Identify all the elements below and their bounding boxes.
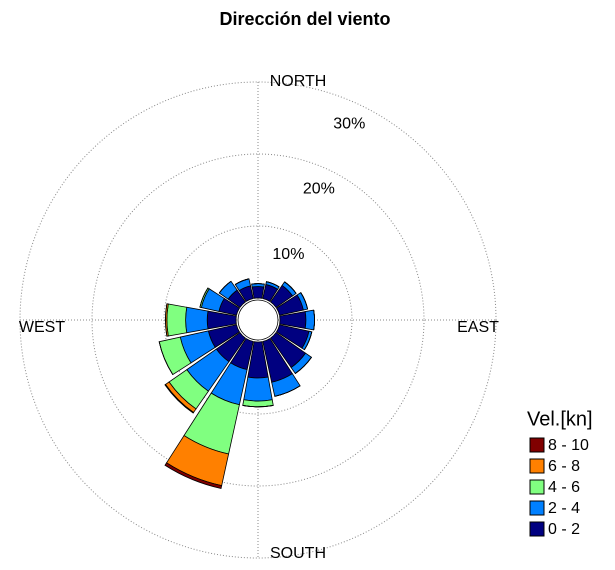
legend-label: 8 - 10	[548, 437, 589, 454]
center-hole	[237, 299, 279, 341]
wind-segment	[185, 306, 209, 334]
legend-label: 2 - 4	[548, 500, 580, 517]
wind-segment	[304, 331, 313, 350]
wind-segment	[164, 383, 195, 414]
legend-label: 4 - 6	[548, 479, 580, 496]
direction-label: NORTH	[270, 73, 327, 90]
grid-ring	[163, 225, 353, 415]
wind-segment	[166, 303, 188, 337]
legend-swatch	[529, 437, 545, 453]
wind-segment	[243, 376, 273, 402]
legend-swatch	[529, 458, 545, 474]
direction-label: WEST	[19, 319, 65, 336]
legend-swatch	[529, 479, 545, 495]
chart-title: Dirección del viento	[219, 9, 390, 29]
grid-ring	[91, 153, 425, 487]
wind-segment	[284, 281, 297, 294]
wind-segment	[300, 292, 309, 310]
wind-segment	[164, 462, 223, 489]
wind-segment	[266, 281, 280, 288]
grid-ring	[19, 81, 497, 559]
legend-label: 6 - 8	[548, 458, 580, 475]
wind-segment	[199, 287, 209, 308]
wind-segment	[304, 309, 315, 331]
r-tick-label: 20%	[303, 181, 335, 198]
direction-label: SOUTH	[270, 545, 326, 562]
wind-segment	[251, 286, 265, 299]
legend-swatch	[529, 500, 545, 516]
wind-segment	[295, 357, 312, 374]
legend-title: Vel.[kn]	[527, 408, 593, 430]
direction-label: EAST	[457, 319, 499, 336]
legend-label: 0 - 2	[548, 521, 580, 538]
r-tick-label: 30%	[333, 115, 365, 132]
legend-swatch	[529, 521, 545, 537]
r-tick-label: 10%	[272, 246, 304, 263]
wind-segment	[242, 405, 274, 408]
